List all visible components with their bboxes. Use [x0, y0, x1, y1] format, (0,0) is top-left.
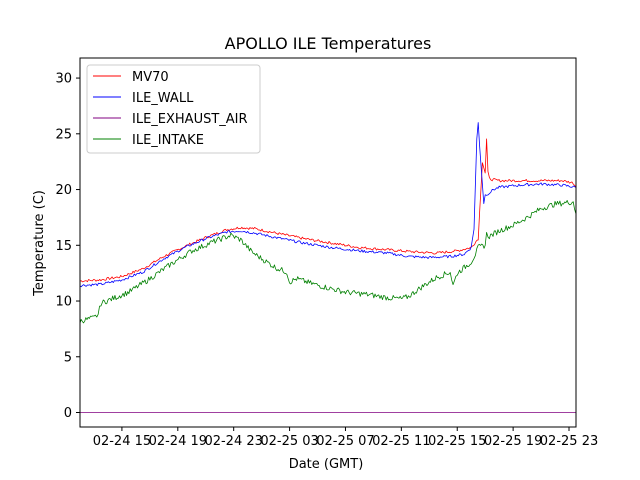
chart-title: APOLLO ILE Temperatures — [225, 34, 432, 53]
y-tick-label: 25 — [55, 127, 72, 142]
legend-label: MV70 — [132, 70, 169, 85]
x-tick-label: 02-25 03 — [260, 434, 318, 449]
series-line-ile-wall — [80, 122, 576, 288]
y-axis-label: Temperature (C) — [32, 190, 47, 297]
series-line-mv70 — [80, 138, 576, 283]
legend-box — [86, 64, 261, 154]
y-axis: 0 5 10 15 20 25 30 — [55, 72, 80, 421]
x-tick-label: 02-25 23 — [540, 434, 598, 449]
plot-frame — [79, 57, 577, 428]
x-tick-label: 02-25 07 — [316, 434, 374, 449]
legend-label: ILE_EXHAUST_AIR — [132, 112, 248, 127]
y-tick-label: 30 — [55, 72, 72, 87]
x-tick-label: 02-24 19 — [149, 434, 207, 449]
series-line-ile-intake — [80, 200, 576, 324]
y-tick-label: 5 — [64, 350, 72, 365]
y-tick-label: 15 — [55, 239, 72, 254]
series-layer — [80, 122, 576, 413]
legend-label: ILE_WALL — [132, 91, 194, 106]
legend: MV70 ILE_WALL ILE_EXHAUST_AIR ILE_INTAKE — [86, 64, 261, 154]
x-tick-label: 02-24 23 — [204, 434, 262, 449]
y-tick-label: 20 — [55, 183, 72, 198]
x-axis-label: Date (GMT) — [289, 457, 364, 472]
y-tick-label: 10 — [55, 295, 72, 310]
y-tick-label: 0 — [64, 406, 72, 421]
x-tick-label: 02-24 15 — [93, 434, 151, 449]
legend-label: ILE_INTAKE — [132, 133, 204, 148]
x-tick-label: 02-25 19 — [484, 434, 542, 449]
x-tick-label: 02-25 11 — [372, 434, 430, 449]
x-tick-label: 02-25 15 — [428, 434, 486, 449]
